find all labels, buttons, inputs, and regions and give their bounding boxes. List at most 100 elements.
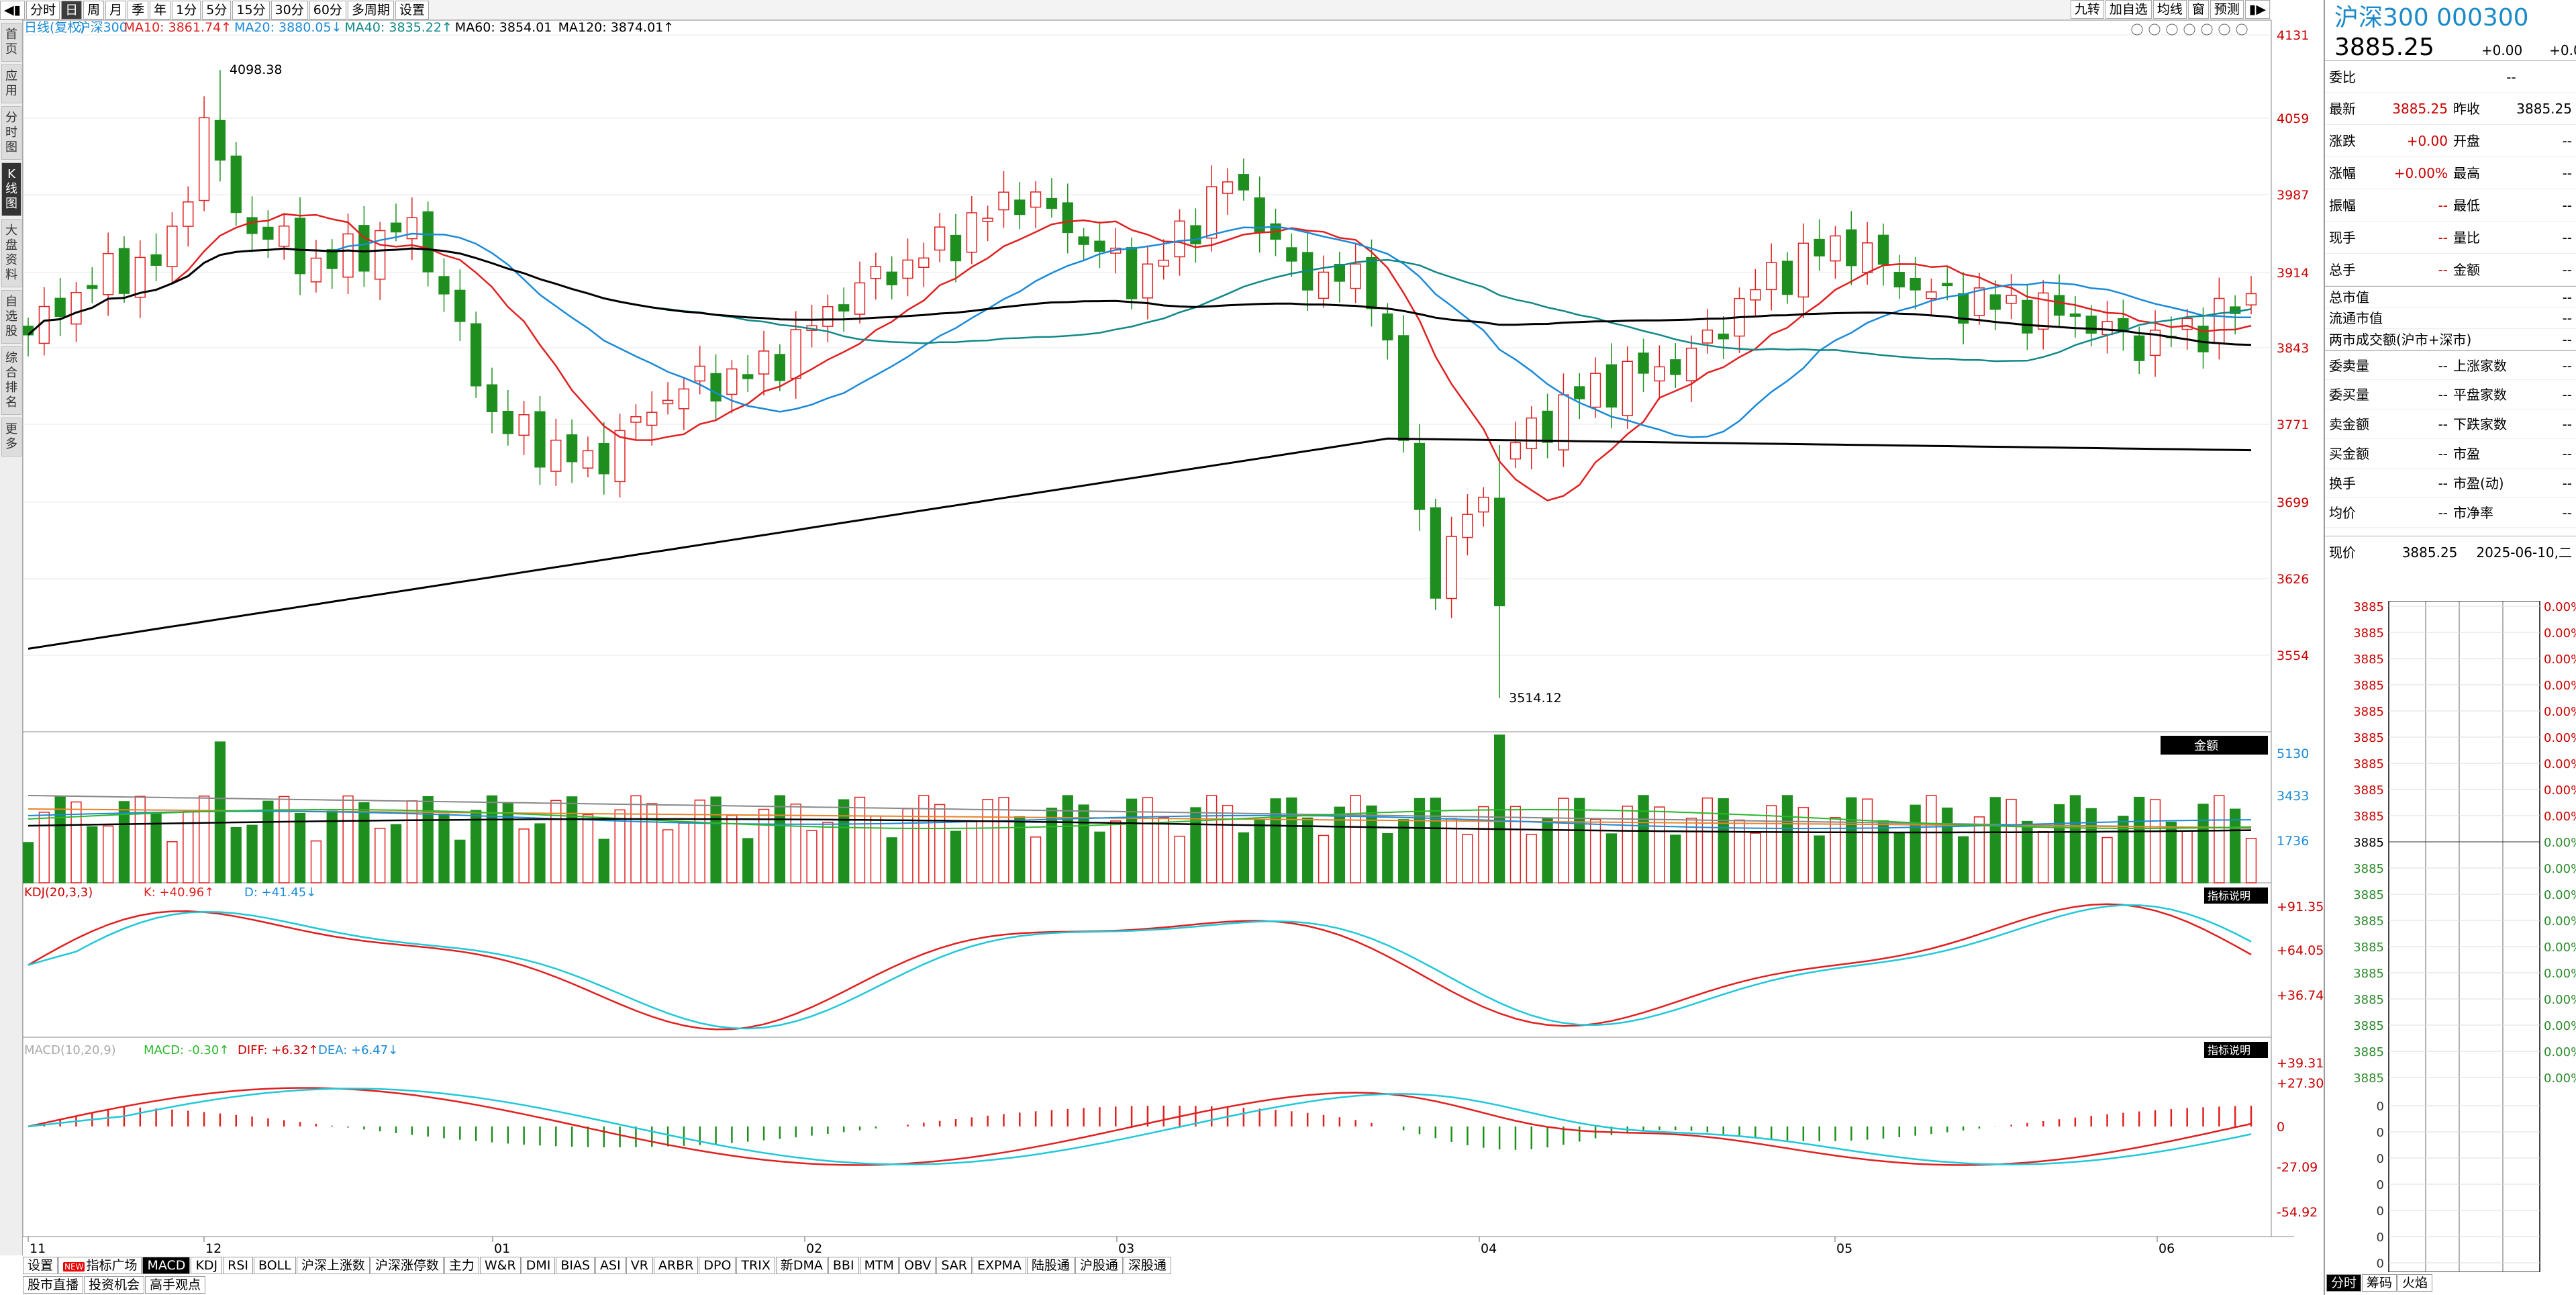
candle-body bbox=[1462, 514, 1473, 538]
period-button-年[interactable]: 年 bbox=[150, 0, 171, 19]
price-axis-label: 4131 bbox=[2277, 28, 2309, 43]
indicator-tab-OBV[interactable]: OBV bbox=[899, 1257, 936, 1274]
volume-bar bbox=[438, 813, 450, 883]
period-button-日[interactable]: 日 bbox=[61, 0, 83, 19]
volume-bar bbox=[1366, 805, 1377, 883]
indicator-tab-深股通[interactable]: 深股通 bbox=[1123, 1257, 1171, 1274]
market-label: 流通市值 bbox=[2329, 310, 2383, 326]
indicator-tab-沪股通[interactable]: 沪股通 bbox=[1075, 1257, 1123, 1274]
indicator-tab-主力[interactable]: 主力 bbox=[444, 1257, 479, 1274]
period-button-季[interactable]: 季 bbox=[128, 0, 149, 19]
indicator-tab-新DMA[interactable]: 新DMA bbox=[775, 1257, 828, 1274]
candle-body bbox=[1190, 225, 1201, 244]
date-axis-label: 11 bbox=[30, 1241, 46, 1255]
indicator-tab-陆股通[interactable]: 陆股通 bbox=[1026, 1257, 1075, 1274]
panel-tab-火焰[interactable]: 火焰 bbox=[2397, 1274, 2433, 1292]
volume-bar bbox=[1030, 836, 1042, 883]
volume-bar bbox=[1062, 795, 1073, 883]
ma120-line bbox=[28, 437, 2252, 650]
indicator-tab-VR[interactable]: VR bbox=[626, 1257, 653, 1274]
period-button-15分[interactable]: 15分 bbox=[232, 0, 270, 19]
bottom-link-股市直播[interactable]: 股市直播 bbox=[23, 1276, 84, 1294]
candle-body bbox=[1430, 507, 1441, 599]
breadth-label: 市盈(动) bbox=[2453, 475, 2504, 491]
candle-body bbox=[1654, 366, 1665, 382]
sidebar-item-首页[interactable]: 首页 bbox=[1, 23, 21, 62]
period-button-60分[interactable]: 60分 bbox=[309, 0, 346, 19]
candle-body bbox=[150, 254, 162, 266]
indicator-tab-MACD[interactable]: MACD bbox=[142, 1257, 191, 1274]
period-button-周[interactable]: 周 bbox=[83, 0, 105, 19]
period-button-5分[interactable]: 5分 bbox=[202, 0, 232, 19]
collapse-arrow-icon[interactable]: ◀▮ bbox=[0, 0, 26, 19]
sidebar-item-自选股[interactable]: 自选股 bbox=[1, 290, 21, 344]
indicator-tab-BIAS[interactable]: BIAS bbox=[556, 1257, 595, 1274]
tool-button-窗[interactable]: 窗 bbox=[2187, 0, 2209, 19]
zoom-out-icon bbox=[2218, 23, 2230, 36]
expand-arrow-icon[interactable]: ▮▶ bbox=[2244, 0, 2270, 19]
candle-body bbox=[1893, 272, 1905, 288]
quote-row: 振幅 -- 最低 -- bbox=[2325, 189, 2576, 222]
indicator-tab-指标广场[interactable]: NEW 指标广场 bbox=[58, 1257, 142, 1274]
indicator-tab-MTM[interactable]: MTM bbox=[859, 1257, 899, 1274]
period-button-30分[interactable]: 30分 bbox=[270, 0, 308, 19]
period-button-1分[interactable]: 1分 bbox=[172, 0, 201, 19]
candle-body bbox=[87, 285, 98, 289]
candle-body bbox=[2085, 316, 2097, 334]
market-cap-rows: 总市值 -- 流通市值 -- 两市成交额(沪市+深市) -- bbox=[2325, 286, 2576, 350]
indicator-tab-BOLL[interactable]: BOLL bbox=[254, 1257, 296, 1274]
sidebar-item-分时图[interactable]: 分时图 bbox=[1, 106, 21, 160]
period-button-设置[interactable]: 设置 bbox=[395, 0, 429, 19]
tool-button-九转[interactable]: 九转 bbox=[2070, 0, 2104, 19]
period-button-月[interactable]: 月 bbox=[105, 0, 127, 19]
volume-bar bbox=[246, 824, 258, 883]
indicator-tab-EXPMA[interactable]: EXPMA bbox=[973, 1257, 1026, 1274]
indicator-tab-DMI[interactable]: DMI bbox=[521, 1257, 556, 1274]
quote-label: 振幅 bbox=[2329, 197, 2356, 213]
indicator-tab-ARBR[interactable]: ARBR bbox=[653, 1257, 699, 1274]
volume-bar bbox=[2214, 795, 2225, 883]
period-button-分时[interactable]: 分时 bbox=[26, 0, 60, 19]
candle-body bbox=[1942, 283, 1953, 287]
mini-intraday-chart[interactable]: 3885 0.00% 3885 0.00% 3885 0.00% 3885 0.00% 3885… bbox=[2325, 601, 2576, 1272]
indicator-tab-沪深上涨数[interactable]: 沪深上涨数 bbox=[296, 1257, 370, 1274]
indicator-tab-DPO[interactable]: DPO bbox=[699, 1257, 736, 1274]
kline-chart[interactable]: 4131 4059 3987 3914 3843 3771 3699 3626 3554 日线(复… bbox=[23, 20, 2324, 1255]
breadth-label: 上涨家数 bbox=[2453, 358, 2507, 374]
sidebar-item-大盘资料[interactable]: 大盘资料 bbox=[1, 219, 21, 287]
candle-body bbox=[1062, 202, 1073, 234]
indicator-tab-ASI[interactable]: ASI bbox=[595, 1257, 626, 1274]
sidebar-item-K线图[interactable]: K线图 bbox=[1, 162, 21, 216]
panel-tab-筹码[interactable]: 筹码 bbox=[2362, 1274, 2397, 1292]
tool-button-均线[interactable]: 均线 bbox=[2152, 0, 2187, 19]
indicator-tab-SAR[interactable]: SAR bbox=[936, 1257, 972, 1274]
indicator-tab-TRIX[interactable]: TRIX bbox=[736, 1257, 775, 1274]
tool-button-预测[interactable]: 预测 bbox=[2210, 0, 2244, 19]
candle-body bbox=[118, 248, 130, 294]
sidebar-item-综合排名[interactable]: 综合排名 bbox=[1, 346, 21, 415]
indicator-tab-沪深涨停数[interactable]: 沪深涨停数 bbox=[370, 1257, 444, 1274]
bottom-link-高手观点[interactable]: 高手观点 bbox=[145, 1276, 206, 1294]
undo-icon bbox=[2148, 23, 2161, 36]
mini-price-label: 3885 bbox=[2353, 1019, 2384, 1033]
indicator-tab-设置[interactable]: 设置 bbox=[23, 1257, 58, 1274]
indicator-tab-W&R[interactable]: W&R bbox=[479, 1257, 521, 1274]
bottom-link-投资机会[interactable]: 投资机会 bbox=[84, 1276, 145, 1294]
mini-price-label: 3885 bbox=[2353, 626, 2384, 640]
sidebar-item-应用[interactable]: 应用 bbox=[1, 64, 21, 103]
quote-label: 总手 bbox=[2329, 262, 2356, 278]
indicator-tab-KDJ[interactable]: KDJ bbox=[191, 1257, 223, 1274]
tool-button-加自选[interactable]: 加自选 bbox=[2105, 0, 2152, 19]
breadth-row: 委买量 -- 平盘家数 -- bbox=[2325, 380, 2576, 410]
indicator-tab-RSI[interactable]: RSI bbox=[223, 1257, 254, 1274]
volume-bar bbox=[2053, 804, 2065, 883]
sidebar-item-更多[interactable]: 更多 bbox=[1, 418, 21, 457]
mini-frame bbox=[2388, 601, 2540, 1272]
panel-tab-分时[interactable]: 分时 bbox=[2326, 1274, 2362, 1292]
volume-ma-line bbox=[28, 795, 2252, 829]
indicator-tab-BBI[interactable]: BBI bbox=[828, 1257, 859, 1274]
candle-body bbox=[406, 217, 417, 240]
breadth-value: -- bbox=[2438, 416, 2448, 432]
period-button-多周期[interactable]: 多周期 bbox=[347, 0, 394, 19]
volume-bar bbox=[375, 828, 386, 883]
